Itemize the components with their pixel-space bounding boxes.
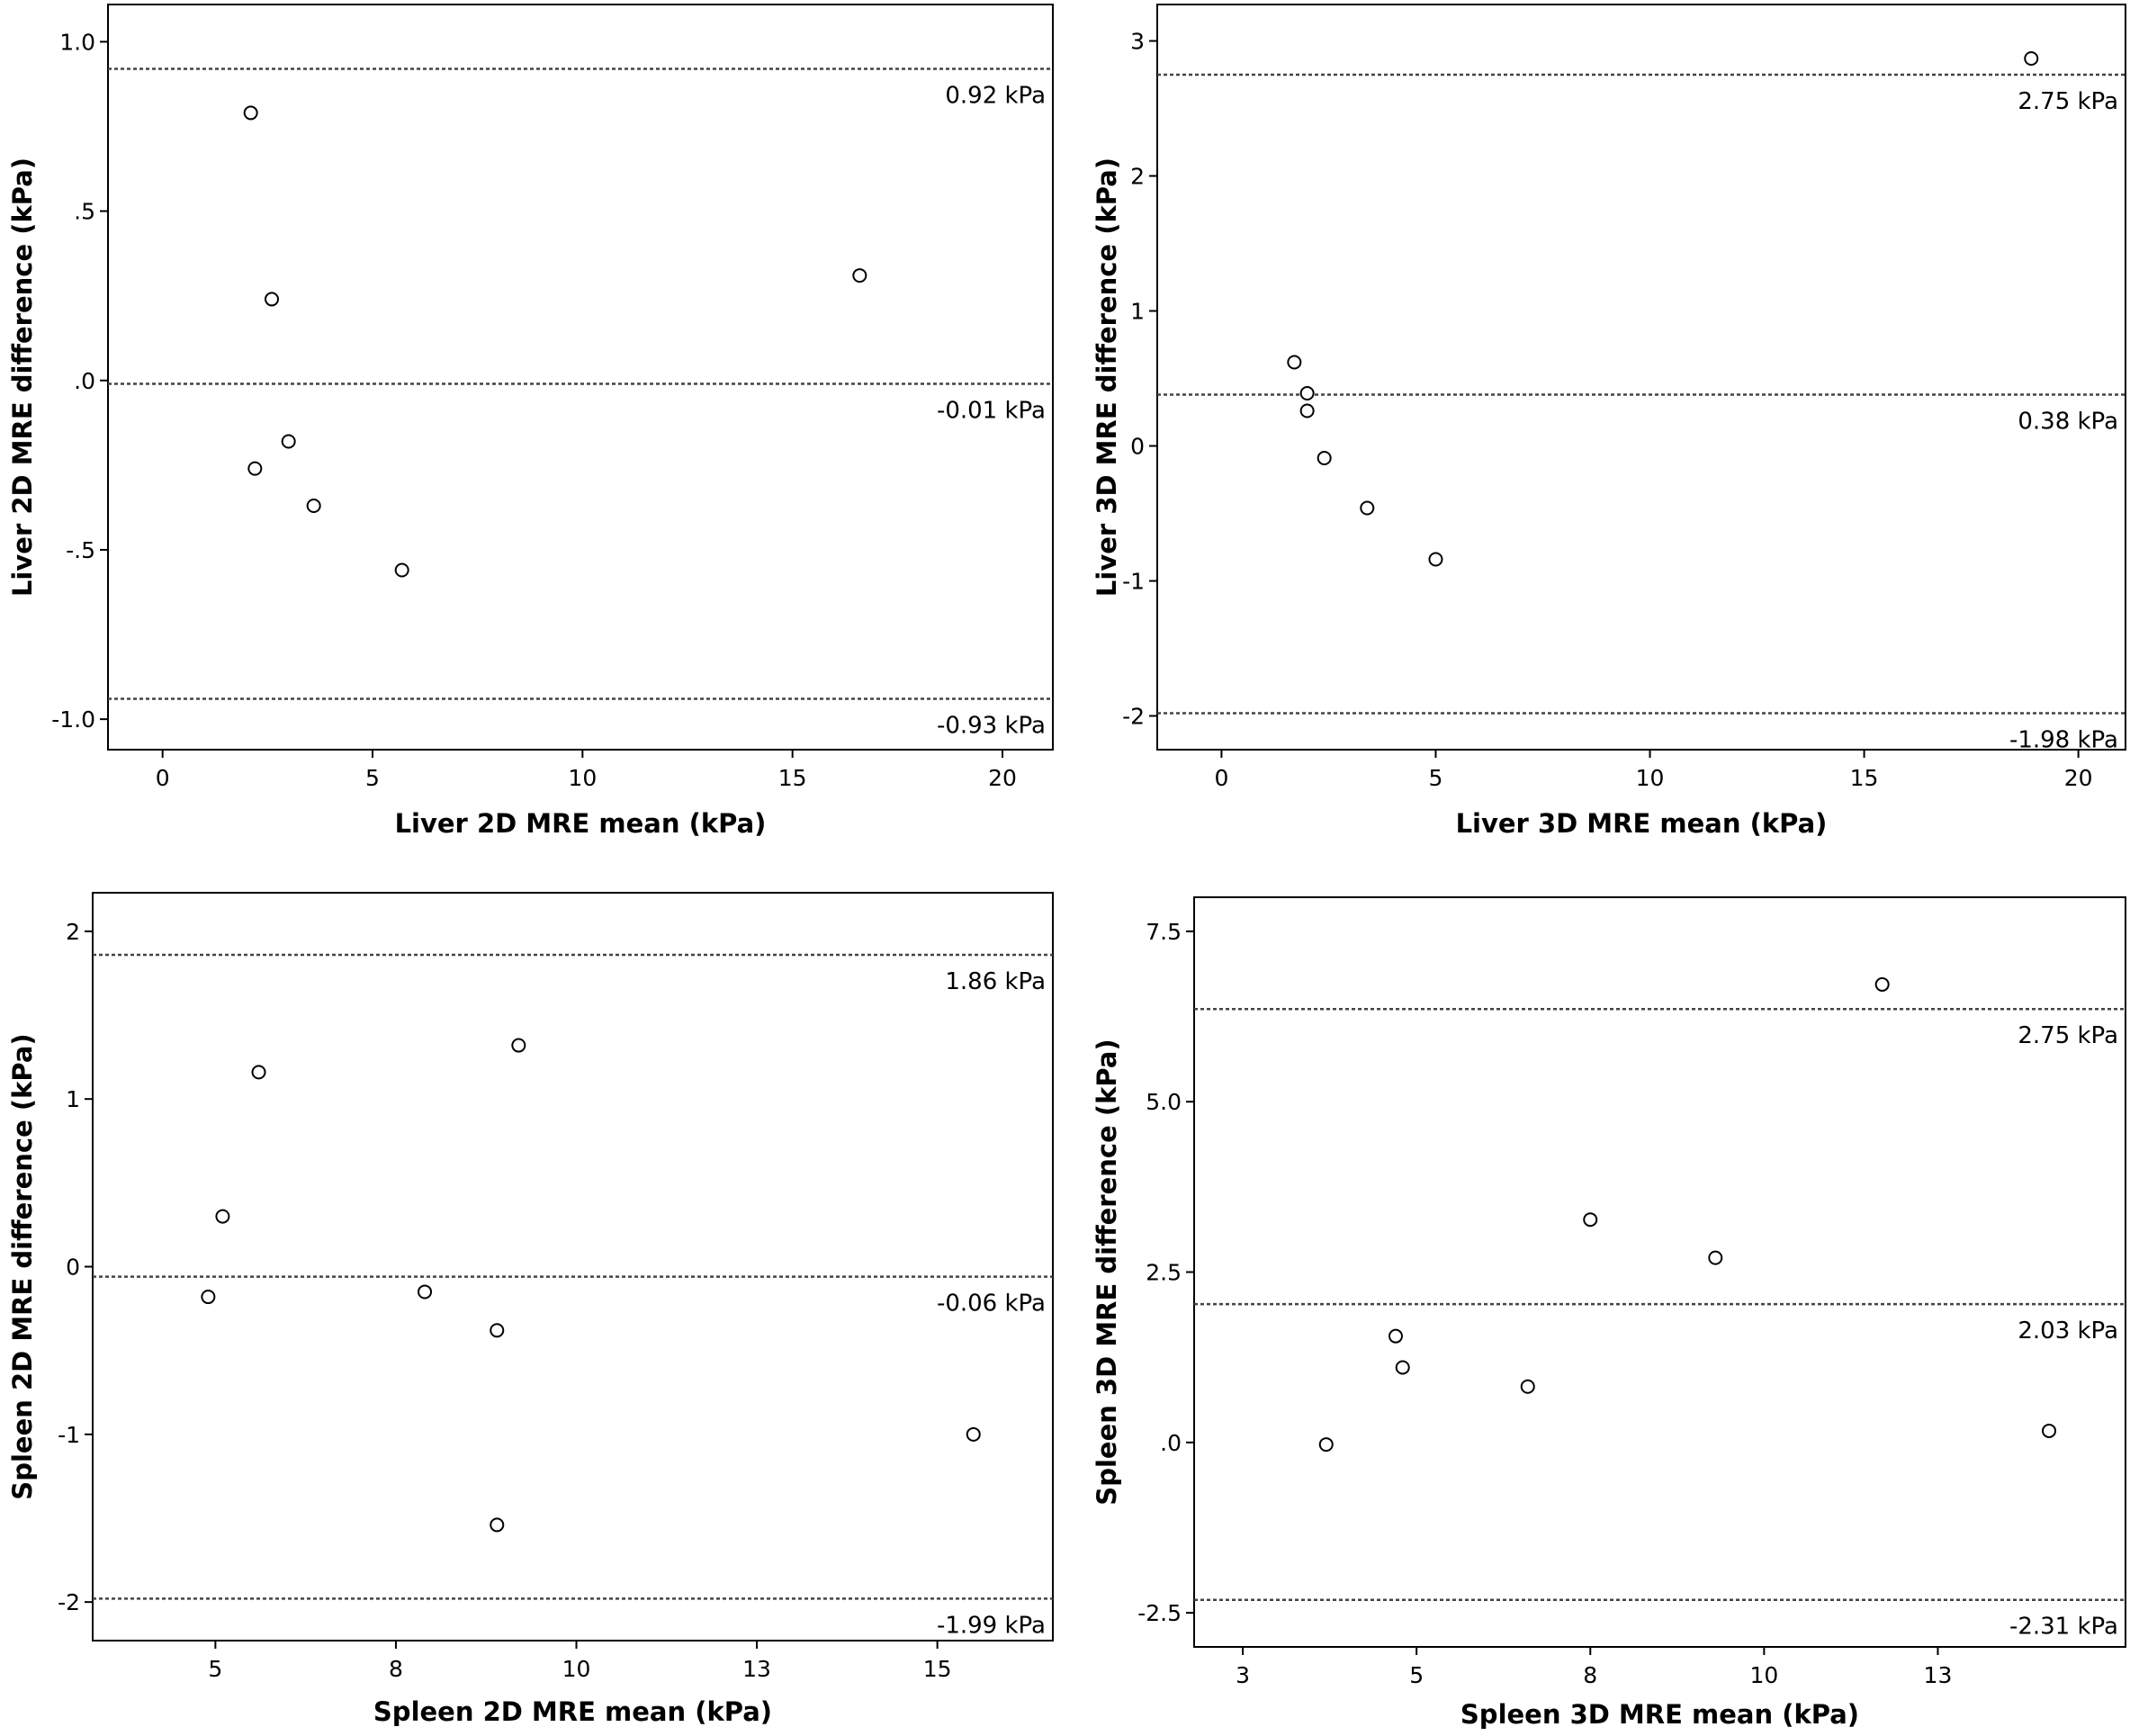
reference-line-label: 2.03 kPa	[2018, 1318, 2118, 1345]
data-point	[281, 434, 296, 449]
x-tick-label: 13	[742, 1656, 771, 1682]
y-axis-title: Liver 2D MRE difference (kPa)	[7, 157, 38, 597]
x-tick-label: 10	[1636, 765, 1665, 791]
x-tick-label: 10	[568, 765, 597, 791]
x-tick-label: 13	[1924, 1662, 1953, 1688]
data-point	[243, 105, 258, 121]
data-point	[251, 1065, 266, 1080]
data-point	[201, 1290, 216, 1305]
reference-line-label: -0.01 kPa	[937, 398, 1046, 425]
y-tick-label: .0	[1160, 1430, 1182, 1456]
data-point	[265, 292, 279, 307]
plot-frame	[92, 892, 1054, 1642]
x-axis-title: Spleen 2D MRE mean (kPa)	[373, 1696, 772, 1727]
x-tick-label: 3	[1236, 1662, 1250, 1688]
x-axis-title: Liver 2D MRE mean (kPa)	[395, 808, 767, 839]
plot-frame	[1156, 4, 2126, 751]
data-point	[1287, 355, 1302, 370]
x-tick-label: 10	[1749, 1662, 1778, 1688]
chart-panel-1: 0 5 10 15 20 1.0 .5 .0 -.5 -1.0 0.92 kPa -0.01 kPa -…	[7, 4, 1054, 839]
x-tick-label: 0	[1214, 765, 1228, 791]
data-point	[1318, 1437, 1334, 1453]
reference-line-label: 2.75 kPa	[2018, 1022, 2118, 1049]
y-tick-label: -.5	[66, 537, 95, 563]
reference-line-label: -0.06 kPa	[937, 1291, 1046, 1318]
reference-line-label: -0.93 kPa	[937, 713, 1046, 740]
data-point	[1299, 386, 1315, 400]
y-tick-label: 0	[1130, 434, 1145, 460]
x-tick-label: 8	[389, 1656, 403, 1682]
x-tick-label: 15	[923, 1656, 952, 1682]
reference-line-label: -2.31 kPa	[2009, 1614, 2118, 1641]
data-point	[1874, 976, 1890, 992]
y-tick-label: 3	[1130, 29, 1145, 55]
y-tick-label: 0	[66, 1255, 80, 1281]
data-point	[1360, 500, 1375, 516]
x-tick-label: 20	[2064, 765, 2093, 791]
reference-line-label: 1.86 kPa	[945, 968, 1046, 995]
reference-line-label: -1.98 kPa	[2009, 727, 2118, 754]
y-tick-label: 2	[1130, 164, 1145, 190]
data-point	[2024, 51, 2039, 66]
data-point	[1299, 403, 1315, 418]
x-tick-label: 5	[1409, 1662, 1424, 1688]
chart-panel-4: 3 5 8 10 13 7.5 5.0 2.5 .0 -2.5 2.75 kPa 2.03 kPa -2…	[1092, 896, 2126, 1730]
data-point	[215, 1209, 230, 1224]
x-tick-label: 15	[1850, 765, 1879, 791]
x-axis-title: Liver 3D MRE mean (kPa)	[1456, 808, 1828, 839]
y-tick-label: 2	[66, 919, 80, 945]
x-axis-title: Spleen 3D MRE mean (kPa)	[1460, 1699, 1859, 1730]
x-tick-label: 20	[988, 765, 1017, 791]
data-point	[1708, 1250, 1723, 1265]
y-tick-label: -2.5	[1137, 1600, 1182, 1626]
data-point	[394, 562, 409, 578]
y-axis-title: Spleen 3D MRE difference (kPa)	[1092, 1039, 1122, 1505]
data-point	[490, 1323, 505, 1338]
data-point	[490, 1517, 505, 1533]
x-tick-label: 5	[365, 765, 380, 791]
y-axis-title: Spleen 2D MRE difference (kPa)	[7, 1033, 38, 1499]
y-tick-label: 1.0	[59, 29, 95, 55]
data-point	[1388, 1328, 1403, 1344]
data-point	[2042, 1423, 2057, 1438]
y-tick-label: 7.5	[1146, 919, 1182, 945]
x-tick-label: 5	[1429, 765, 1443, 791]
x-tick-label: 0	[156, 765, 170, 791]
data-point	[966, 1426, 981, 1442]
x-tick-label: 10	[562, 1656, 591, 1682]
y-tick-label: 1	[66, 1086, 80, 1112]
reference-line-label: 0.38 kPa	[2018, 409, 2118, 436]
data-point	[852, 268, 867, 283]
y-tick-label: -2	[1122, 704, 1145, 730]
y-tick-label: -1.0	[51, 706, 95, 733]
plot-frame	[107, 4, 1054, 751]
y-tick-label: 5.0	[1146, 1089, 1182, 1115]
y-axis-title: Liver 3D MRE difference (kPa)	[1092, 157, 1122, 597]
reference-line-label: -1.99 kPa	[937, 1612, 1046, 1639]
data-point	[1520, 1379, 1535, 1394]
y-tick-label: -1	[58, 1422, 80, 1448]
data-point	[1428, 552, 1443, 567]
x-tick-label: 8	[1583, 1662, 1597, 1688]
data-point	[511, 1038, 526, 1053]
y-tick-label: .5	[74, 199, 95, 225]
y-tick-label: 1	[1130, 299, 1145, 325]
x-tick-label: 5	[208, 1656, 222, 1682]
y-tick-label: -1	[1122, 569, 1145, 595]
data-point	[1395, 1360, 1410, 1375]
y-tick-label: 2.5	[1146, 1260, 1182, 1286]
data-point	[306, 499, 321, 514]
data-point	[1583, 1212, 1598, 1228]
data-point	[418, 1284, 433, 1300]
y-tick-label: -2	[58, 1589, 80, 1615]
y-tick-label: .0	[74, 368, 95, 394]
reference-line-label: 0.92 kPa	[945, 83, 1046, 110]
x-tick-label: 15	[778, 765, 807, 791]
data-point	[1317, 451, 1332, 465]
data-point	[247, 461, 263, 476]
reference-line-label: 2.75 kPa	[2018, 88, 2118, 115]
